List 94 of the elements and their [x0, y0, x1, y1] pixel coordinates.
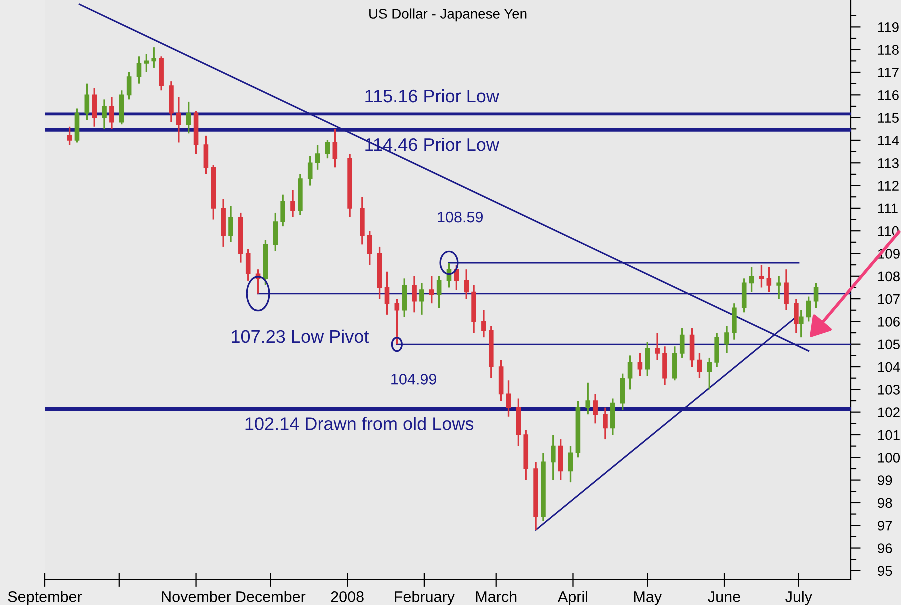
y-tick-label: 95 — [878, 566, 892, 576]
point — [440, 250, 459, 276]
annotation: 107.23 Low Pivot — [232, 330, 370, 344]
point — [391, 336, 403, 352]
candlestick — [628, 354, 633, 391]
candlestick — [806, 296, 812, 323]
candlestick — [367, 230, 372, 266]
candlestick — [568, 445, 574, 484]
candlestick — [766, 266, 772, 294]
x-tick-label: 2008 — [331, 592, 364, 602]
candlestick — [707, 357, 712, 391]
candlestick — [84, 82, 90, 121]
x-tick-label: February — [395, 591, 455, 605]
y-tick-label: 100 — [878, 452, 900, 463]
candlestick — [412, 276, 417, 314]
y-tick-label: 104 — [878, 362, 900, 372]
candlestick — [152, 46, 157, 69]
annotation: 104.99 — [392, 374, 436, 385]
candlestick — [280, 194, 286, 228]
candlestick — [136, 56, 142, 85]
x-tick-label: September — [8, 591, 82, 605]
candlestick — [384, 271, 390, 316]
candlestick — [784, 268, 789, 312]
candlestick — [794, 298, 799, 334]
candlestick — [394, 298, 400, 346]
y-tick-label: 98 — [878, 498, 892, 508]
candlestick — [332, 128, 338, 168]
y-tick-label: 96 — [878, 544, 892, 554]
ref-line-label: 115.16 Prior Low — [366, 89, 500, 103]
candlestick — [482, 310, 486, 338]
y-tick-label: 114 — [878, 136, 900, 146]
y-tick-label: 116 — [878, 90, 899, 100]
y-tick-label: 115 — [878, 113, 899, 123]
candlestick — [126, 72, 132, 101]
candlestick — [290, 189, 296, 218]
y-tick-label: 97 — [878, 520, 892, 531]
x-tick-label: May — [634, 592, 662, 605]
candlestick — [429, 276, 434, 304]
candlestick — [759, 264, 764, 289]
candlestick — [814, 282, 819, 309]
candlestick — [67, 126, 72, 146]
candlestick — [315, 144, 320, 171]
candlestick — [176, 96, 182, 144]
candlestick — [586, 382, 591, 416]
y-tick-label: 105 — [878, 340, 900, 350]
candlestick — [273, 212, 278, 252]
candlestick — [228, 205, 234, 244]
candlestick — [92, 88, 98, 128]
candlestick — [655, 332, 660, 362]
candlestick — [645, 341, 650, 377]
candlestick — [308, 155, 313, 187]
x-tick-label: November — [162, 591, 232, 602]
candlestick — [603, 406, 608, 440]
y-tick-label: 112 — [878, 181, 899, 191]
candlestick — [697, 352, 702, 380]
candlestick — [464, 268, 470, 300]
x-tick-label: April — [558, 591, 588, 605]
candlestick — [110, 96, 114, 130]
candlestick — [680, 328, 685, 359]
text: US Dollar - Japanese Yen — [370, 8, 527, 22]
y-tick-label: 119 — [878, 22, 899, 32]
y-tick-label: 101 — [878, 430, 900, 440]
candlestick — [144, 54, 150, 74]
candlestick — [749, 266, 754, 294]
x-tick-label: December — [236, 591, 306, 602]
y-tick-label: 118 — [878, 45, 899, 56]
ref-line-label: 102.14 Drawn from old Lows — [246, 417, 474, 430]
y-tick-label: 108 — [878, 272, 900, 282]
candlestick — [325, 140, 330, 160]
y-tick-label: 102 — [878, 408, 900, 418]
x-tick-label: March — [476, 591, 517, 602]
candlestick — [724, 325, 730, 354]
y-tick-label: 117 — [878, 68, 899, 78]
y-tick-label: 106 — [878, 317, 900, 327]
y-tick-label: 113 — [878, 158, 899, 168]
y-tick-label: 107 — [878, 294, 900, 304]
x-tick-label: July — [786, 591, 812, 605]
candlestick — [186, 101, 192, 135]
x-tick-label: June — [708, 592, 740, 602]
y-tick-label: 103 — [878, 385, 900, 395]
candlestick — [204, 135, 209, 176]
candlestick — [776, 276, 782, 300]
annotation: 108.59 — [438, 212, 483, 223]
candlestick — [550, 434, 556, 482]
candlestick — [506, 380, 512, 418]
y-tick-label: 99 — [878, 476, 892, 486]
candlestick — [246, 248, 251, 282]
y-tick-label: 111 — [878, 204, 898, 214]
candlestick — [798, 310, 804, 338]
candlestick — [593, 393, 598, 425]
candlestick — [436, 276, 442, 309]
candlestick — [420, 282, 424, 316]
candlestick — [102, 98, 107, 130]
candlestick — [638, 352, 643, 377]
